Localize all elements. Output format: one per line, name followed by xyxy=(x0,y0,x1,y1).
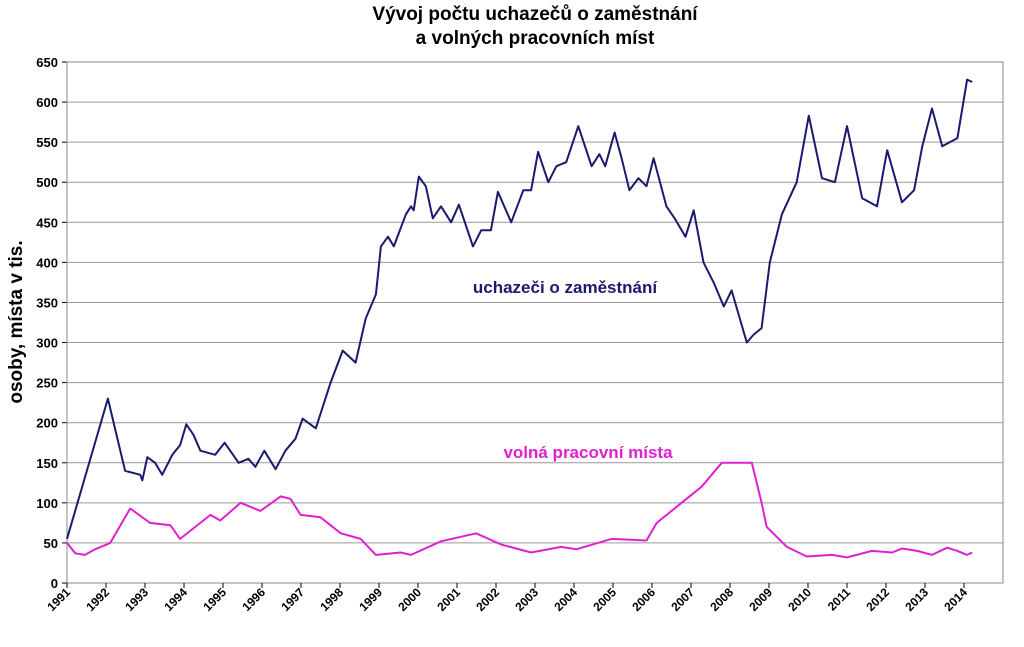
chart-title: Vývoj počtu uchazečů o zaměstnání xyxy=(372,4,698,25)
series-line xyxy=(66,78,973,540)
y-axis-label: osoby, místa v tis. xyxy=(6,240,27,403)
y-tick-label: 300 xyxy=(36,336,58,351)
annotation: volná pracovní místa xyxy=(503,443,673,462)
y-tick-label: 250 xyxy=(36,376,58,391)
y-tick-label: 500 xyxy=(36,175,58,190)
series-line xyxy=(66,461,973,559)
y-tick-label: 50 xyxy=(44,536,58,551)
y-tick-label: 600 xyxy=(36,95,58,110)
y-tick-label: 350 xyxy=(36,295,58,310)
y-tick-label: 450 xyxy=(36,215,58,230)
y-tick-label: 550 xyxy=(36,135,58,150)
y-tick-label: 650 xyxy=(36,55,58,70)
chart-title: a volných pracovních míst xyxy=(416,28,655,49)
y-tick-label: 100 xyxy=(36,496,58,511)
y-tick-label: 400 xyxy=(36,255,58,270)
y-tick-label: 0 xyxy=(51,576,58,591)
y-tick-label: 200 xyxy=(36,416,58,431)
y-tick-label: 150 xyxy=(36,456,58,471)
annotation: uchazeči o zaměstnání xyxy=(473,278,659,297)
